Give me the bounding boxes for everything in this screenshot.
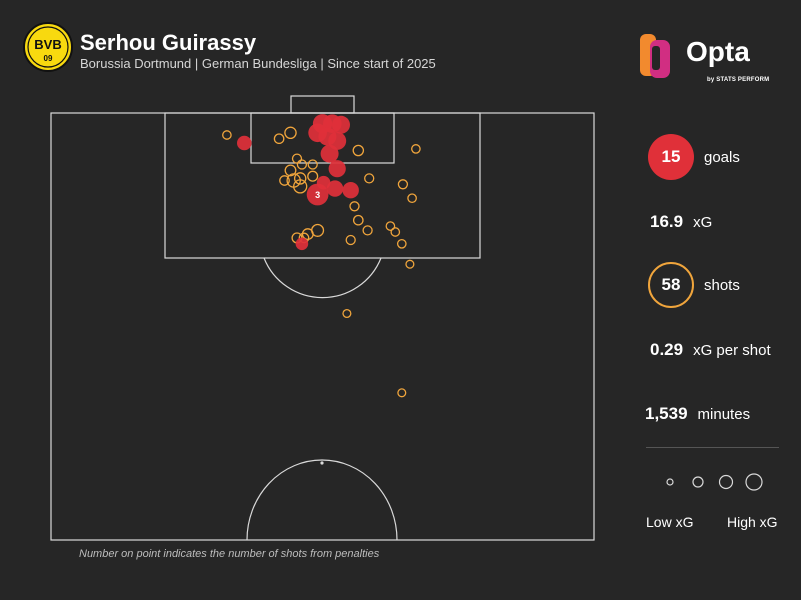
shot-point (385, 221, 396, 231)
stat-minutes: 1,539 minutes (645, 404, 750, 424)
stat-goals: 15 goals (648, 134, 740, 180)
legend-size-2 (692, 476, 704, 488)
stat-xg-per-shot: 0.29 xG per shot (650, 340, 771, 360)
shot-point (397, 388, 407, 398)
shot-point (405, 259, 415, 269)
goal-point (237, 135, 252, 151)
shot-point (345, 234, 356, 246)
shot-point (293, 172, 307, 185)
opta-logo-icon (640, 34, 670, 78)
shot-point (396, 238, 407, 249)
shot-point (364, 173, 375, 184)
shots-label: shots (704, 276, 740, 294)
goals-layer: 3 (237, 114, 359, 251)
minutes-label: minutes (697, 405, 751, 423)
brand-name: Opta (686, 36, 750, 67)
legend-size-3 (718, 474, 734, 490)
shots-badge: 58 (648, 262, 694, 308)
legend-low-label: Low xG (646, 514, 694, 530)
shot-point (342, 308, 352, 319)
shot-point (296, 159, 308, 170)
centre-spot (320, 461, 324, 465)
shot-point (397, 179, 409, 190)
six-yard-box (250, 112, 395, 164)
shot-point (279, 175, 290, 186)
shot-point (301, 228, 314, 241)
penalty-count-label: 3 (315, 190, 320, 200)
xg-size-legend (666, 473, 763, 491)
shot-point (307, 159, 318, 170)
legend-high-label: High xG (727, 514, 778, 530)
chart-subtitle: Borussia Dortmund | German Bundesliga | … (80, 56, 436, 71)
shot-point (352, 144, 365, 157)
centre-circle (246, 459, 398, 541)
shot-point (349, 201, 360, 212)
goal-point (326, 180, 344, 197)
shot-point (284, 126, 297, 140)
penalty-arc (263, 257, 382, 299)
shot-point (291, 153, 303, 164)
crest-top-text: BVB (34, 37, 61, 52)
goal-point (320, 144, 339, 163)
shot-point (293, 179, 308, 194)
goals-label: goals (704, 148, 740, 166)
xg-label: xG (693, 213, 713, 231)
shot-point (284, 164, 297, 177)
goal-point (332, 115, 350, 134)
brand-tagline: by STATS PERFORM (707, 77, 770, 83)
goal-point (295, 237, 309, 251)
shot-point (222, 130, 232, 140)
shot-point (273, 133, 285, 145)
shot-point (407, 193, 417, 204)
shot-point (390, 227, 401, 237)
shot-point (352, 214, 364, 226)
panel-divider (646, 447, 779, 448)
stat-xg: 16.9 xG (650, 212, 712, 232)
xg-value: 16.9 (650, 212, 684, 231)
goal-point (342, 182, 359, 199)
goal-point (328, 160, 346, 178)
shot-point (411, 144, 421, 154)
xg-per-shot-label: xG per shot (693, 341, 771, 359)
goals-badge: 15 (648, 134, 694, 180)
legend-size-1 (666, 478, 674, 486)
xg-per-shot-value: 0.29 (650, 340, 684, 359)
legend-size-4 (745, 473, 763, 491)
crest-bottom-text: 09 (44, 54, 53, 63)
penalty-goal-point (306, 183, 329, 206)
minutes-value: 1,539 (645, 404, 688, 423)
footnote: Number on point indicates the number of … (79, 548, 380, 560)
stat-shots: 58 shots (648, 262, 740, 308)
chart-title: Serhou Guirassy (80, 30, 257, 55)
club-crest-icon: BVB 09 (23, 22, 73, 72)
goal-frame (290, 95, 355, 114)
shot-point (307, 170, 319, 182)
shot-point (362, 225, 373, 236)
shots-layer (222, 126, 421, 398)
